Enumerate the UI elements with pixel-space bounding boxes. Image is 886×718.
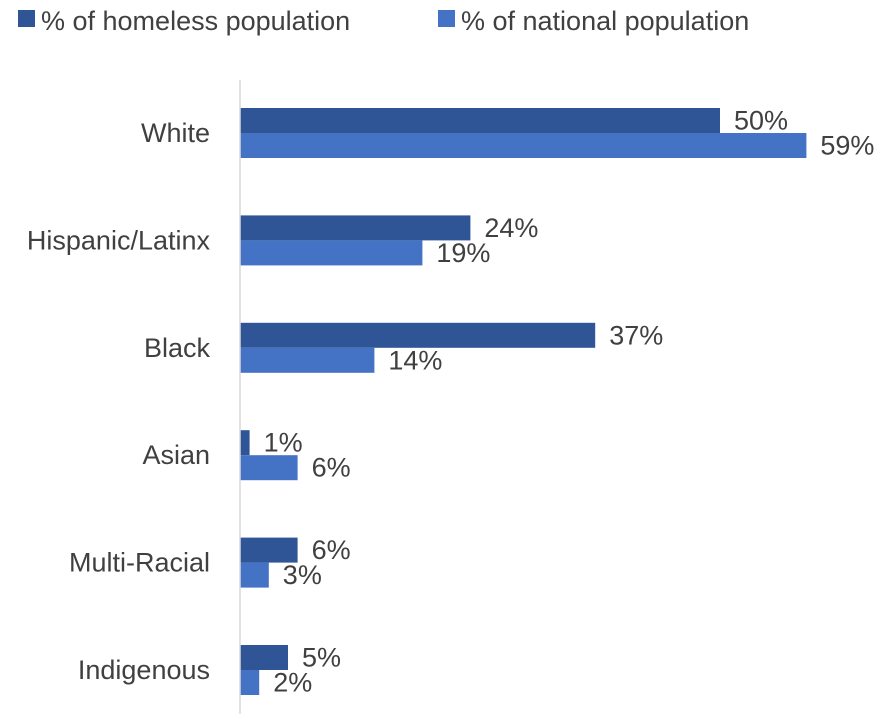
legend-swatch-2 [438,10,455,27]
bar-hispanic-latinx-series-2 [240,240,423,266]
data-label-indigenous-series-1: 5% [302,643,341,673]
bar-multi-racial-series-2 [240,562,269,588]
bar-white-series-2 [240,133,807,158]
bar-black-series-2 [240,347,375,373]
data-label-multi-racial-series-1: 6% [312,535,351,565]
category-labels: White Hispanic/Latinx Black Asian Multi-Raci… [27,118,211,685]
bar-multi-racial-series-1 [240,537,298,563]
data-labels: 50%59%24%19%37%14%1%6%6%3%5%2% [264,106,875,698]
bar-indigenous-series-1 [240,645,288,670]
bar-black-series-1 [240,322,596,348]
data-label-white-series-2: 59% [820,131,874,161]
category-label-asian: Asian [142,440,210,470]
legend-label-1: % of homeless population [41,6,350,36]
data-label-indigenous-series-2: 2% [273,668,312,698]
data-label-black-series-2: 14% [388,345,442,375]
data-label-asian-series-2: 6% [312,453,351,483]
data-label-black-series-1: 37% [609,320,663,350]
bar-indigenous-series-2 [240,670,260,695]
data-label-white-series-1: 50% [734,106,788,136]
data-label-multi-racial-series-2: 3% [283,560,322,590]
data-label-hispanic-latinx-series-2: 19% [436,238,490,268]
category-label-white: White [141,118,210,148]
category-label-indigenous: Indigenous [78,655,210,685]
legend: % of homeless population % of national po… [18,6,749,36]
bar-white-series-1 [240,108,720,133]
bar-hispanic-latinx-series-1 [240,215,471,241]
data-label-hispanic-latinx-series-1: 24% [484,213,538,243]
category-label-black: Black [144,333,211,363]
bar-asian-series-2 [240,455,298,481]
data-label-asian-series-1: 1% [264,428,303,458]
bar-asian-series-1 [240,430,250,456]
category-label-multi-racial: Multi-Racial [69,548,210,578]
legend-label-2: % of national population [461,6,749,36]
category-label-hispanic-latinx: Hispanic/Latinx [27,225,211,255]
bars [240,108,807,695]
legend-swatch-1 [18,10,35,27]
